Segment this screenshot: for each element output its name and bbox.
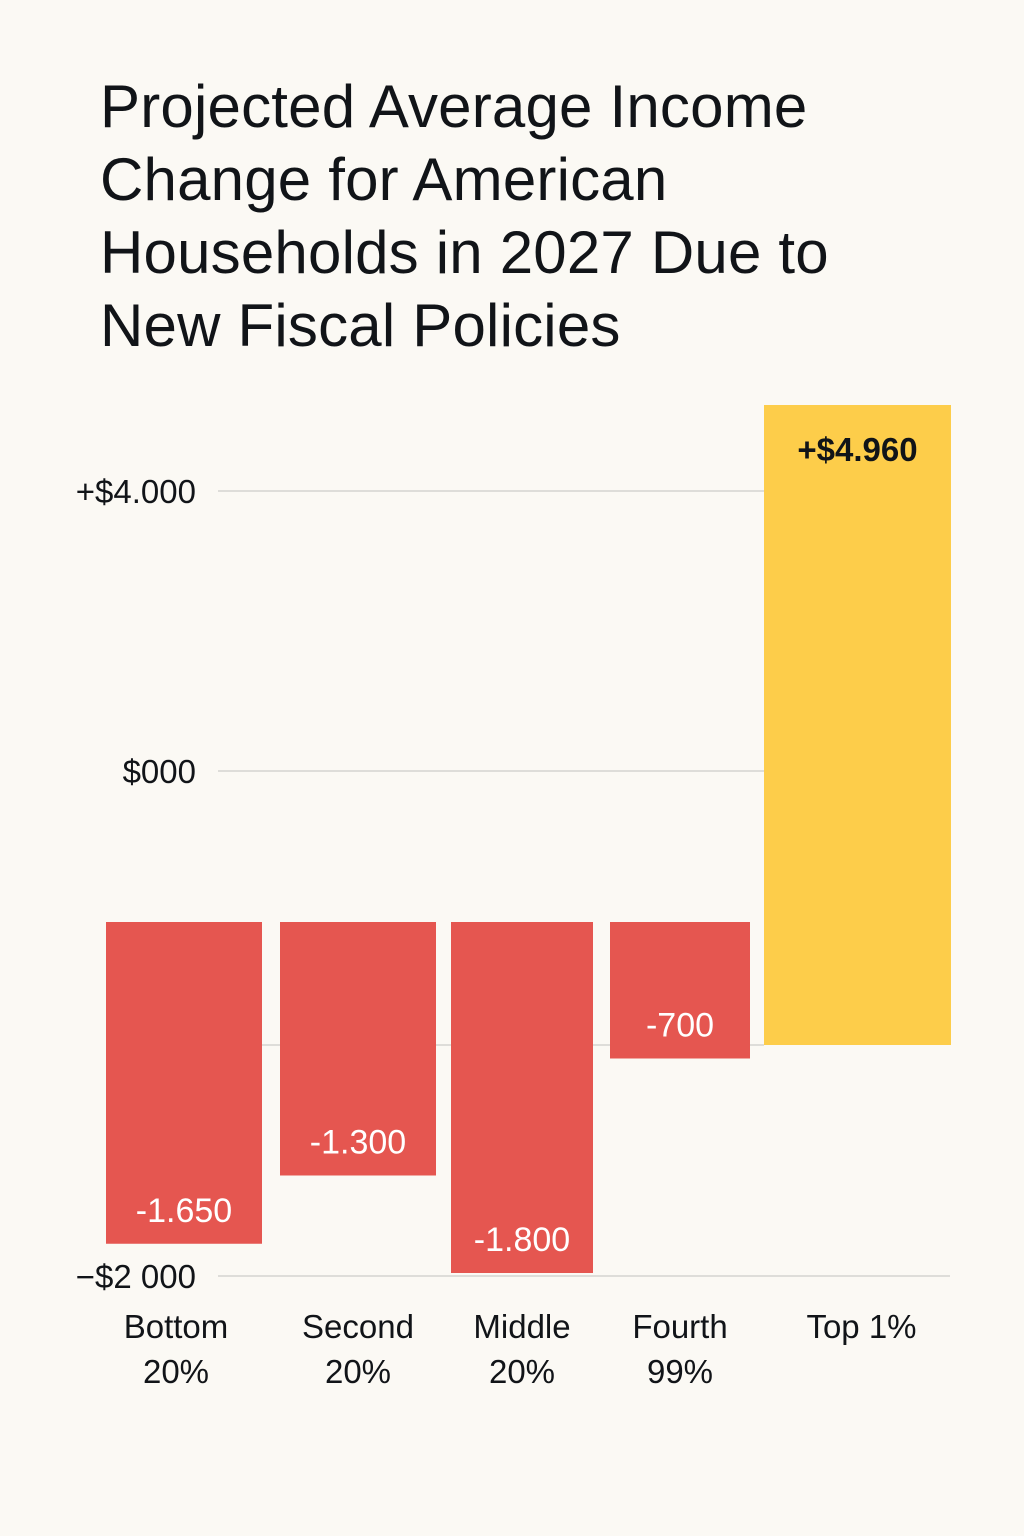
bar-value-label: -700 — [646, 1007, 714, 1045]
x-category-label-line: 20% — [489, 1353, 555, 1390]
x-category-label: Middle 20% — [473, 1308, 570, 1390]
bar — [451, 922, 593, 1273]
bar-value-label: -1.800 — [474, 1221, 570, 1259]
chart-title: Projected Average Income Change for Amer… — [100, 73, 829, 359]
bar — [106, 922, 262, 1244]
x-category-label-line: 99% — [647, 1353, 713, 1390]
x-category-label-line: Middle — [473, 1308, 570, 1345]
x-category-label: Top 1% — [806, 1308, 916, 1345]
bar — [610, 922, 750, 1059]
x-category-label-line: Second — [302, 1308, 414, 1345]
bar — [280, 922, 436, 1176]
x-category-label: Fourth 99% — [632, 1308, 727, 1390]
x-category-label-line: Bottom — [124, 1308, 229, 1345]
x-category-label-line: Fourth — [632, 1308, 727, 1345]
y-axis-tick-labels: +$4.000 $000 −$2 000 — [76, 473, 196, 1295]
x-category-label-line: Top 1% — [806, 1308, 916, 1345]
y-tick-label: +$4.000 — [76, 473, 196, 510]
x-category-label-line: 20% — [325, 1353, 391, 1390]
bar-value-label: +$4.960 — [797, 431, 917, 468]
bar-value-label: -1.300 — [310, 1124, 406, 1162]
bar-value-label: -1.650 — [136, 1192, 232, 1230]
y-tick-label: −$2 000 — [76, 1258, 196, 1295]
x-category-label: Second 20% — [302, 1308, 414, 1390]
x-category-label: Bottom 20% — [124, 1308, 229, 1390]
bar — [764, 405, 951, 1045]
bars: -1.650 -1.300 -1.800 -700 +$4.960 — [106, 405, 951, 1273]
y-tick-label: $000 — [123, 753, 196, 790]
x-axis-category-labels: Bottom 20% Second 20% Middle 20% Fourth 99% Top … — [124, 1308, 917, 1390]
x-category-label-line: 20% — [143, 1353, 209, 1390]
